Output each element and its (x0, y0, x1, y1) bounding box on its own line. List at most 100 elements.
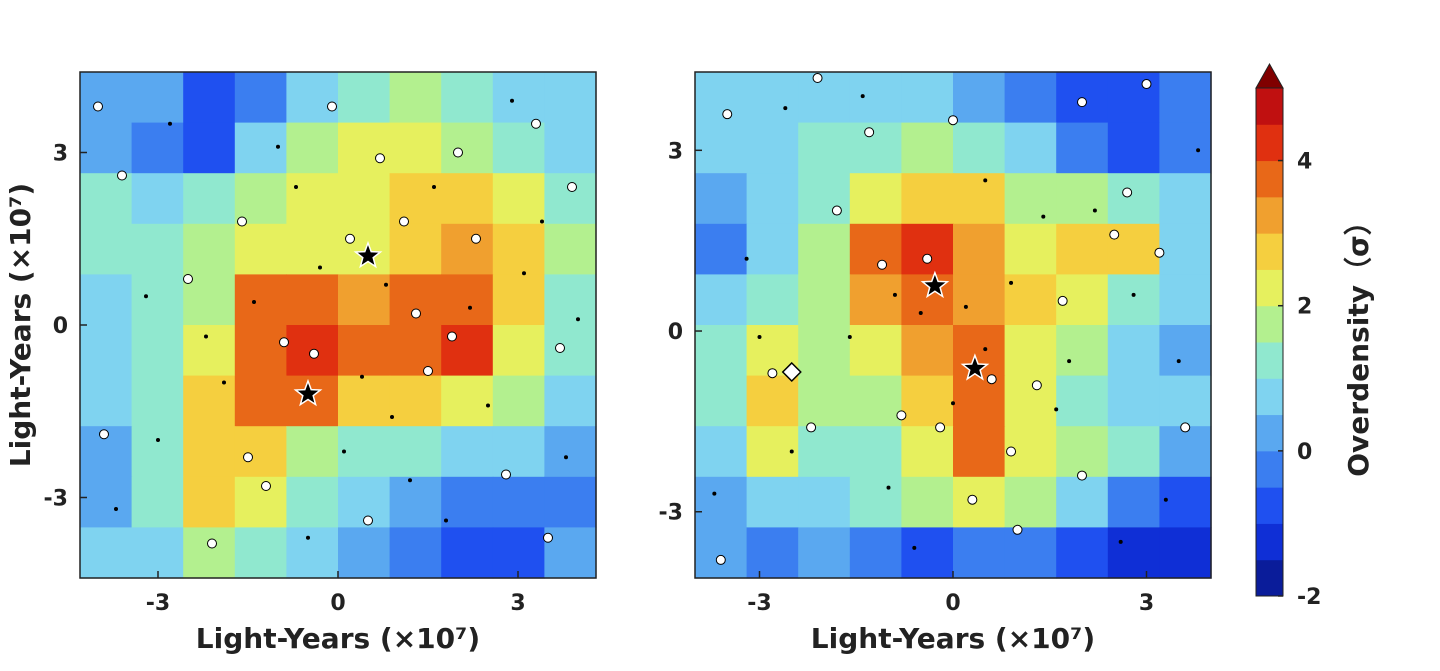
density-cell (1004, 375, 1057, 427)
x-tick-label: 0 (330, 591, 345, 616)
density-cell (1004, 274, 1057, 326)
density-cell (1056, 223, 1109, 275)
density-cell (1056, 426, 1109, 478)
galaxy (812, 73, 823, 84)
galaxy-dot (222, 380, 226, 385)
density-cell (695, 173, 748, 225)
density-cell (234, 223, 287, 275)
galaxy-dot (510, 98, 514, 103)
galaxy (399, 216, 409, 227)
colorbar-band (1256, 124, 1283, 162)
x-tick-label: -3 (146, 591, 170, 616)
y-tick-label: -3 (44, 487, 68, 512)
galaxy-dot (168, 121, 172, 126)
star (353, 240, 383, 269)
density-cell (389, 72, 442, 124)
galaxy-dot (468, 305, 472, 310)
galaxy-dot (540, 219, 544, 224)
density-cell (389, 325, 442, 377)
galaxy-dot (757, 335, 762, 340)
galaxy (261, 481, 271, 491)
density-cell (80, 72, 133, 124)
density-cell (492, 223, 545, 275)
galaxy-dot (564, 455, 568, 460)
density-cell (389, 122, 442, 174)
diamond (781, 361, 802, 383)
density-cell (1004, 72, 1057, 124)
density-cell (131, 173, 184, 225)
density-cell (1159, 527, 1212, 579)
density-cell (492, 476, 545, 528)
density-cell (544, 476, 597, 528)
galaxy-dot (390, 415, 394, 419)
density-cell (798, 274, 851, 326)
density-cell (695, 274, 748, 326)
galaxy-dot (1067, 359, 1072, 364)
density-cell (286, 527, 339, 579)
galaxy-dot (1041, 214, 1046, 219)
colorbar-label: Overdensity（σ） (1342, 207, 1375, 477)
density-cell (953, 426, 1006, 478)
galaxy (501, 469, 511, 480)
x-tick-label: 3 (1139, 591, 1154, 616)
galaxy (1122, 187, 1133, 198)
density-cell (1159, 325, 1212, 377)
galaxy (1006, 446, 1017, 457)
density-cell (544, 274, 597, 326)
density-cell (338, 375, 391, 427)
density-cell (389, 173, 442, 225)
galaxy (243, 452, 253, 463)
density-cell (544, 527, 597, 579)
density-cell (1004, 476, 1057, 528)
galaxy-dot (156, 438, 160, 442)
density-cell (131, 527, 184, 579)
density-cell (544, 173, 597, 225)
density-cell (338, 173, 391, 225)
density-cell (901, 527, 954, 579)
density-cell (80, 375, 133, 427)
density-cell (746, 72, 799, 124)
galaxy-dot (318, 265, 322, 270)
density-cell (286, 122, 339, 174)
density-cell (131, 72, 184, 124)
density-cell (441, 375, 494, 427)
galaxy-dot (912, 545, 917, 550)
density-cell (695, 223, 748, 275)
density-cell (1107, 527, 1160, 579)
density-cell (80, 527, 133, 579)
density-cell (492, 173, 545, 225)
density-cell (234, 375, 287, 427)
density-cell (80, 325, 133, 377)
density-cell (849, 173, 902, 225)
galaxy-dot (522, 271, 526, 276)
density-cell (695, 72, 748, 124)
galaxy-dot (1131, 292, 1136, 297)
density-cell (234, 173, 287, 225)
galaxy (117, 170, 127, 181)
density-cell (389, 223, 442, 275)
density-cell (286, 476, 339, 528)
density-cell (389, 426, 442, 478)
galaxy (567, 182, 577, 192)
x-tick-label: -3 (747, 591, 771, 616)
galaxy-dot (886, 485, 891, 490)
density-cell (901, 426, 954, 478)
density-cell (695, 426, 748, 478)
galaxy-dot (408, 478, 412, 483)
density-cell (183, 426, 236, 478)
galaxy (279, 337, 289, 348)
galaxy (183, 274, 193, 284)
density-cell (1056, 122, 1109, 174)
density-cell (1056, 173, 1109, 225)
density-cell (953, 476, 1006, 528)
galaxy (375, 153, 385, 164)
galaxy-dot (144, 294, 148, 299)
density-cell (1107, 375, 1160, 427)
galaxy-dot (789, 449, 794, 454)
density-cell (798, 325, 851, 377)
density-cell (286, 426, 339, 478)
density-cell (183, 274, 236, 326)
density-cell (746, 223, 799, 275)
density-cell (183, 122, 236, 174)
density-cell (901, 122, 954, 174)
